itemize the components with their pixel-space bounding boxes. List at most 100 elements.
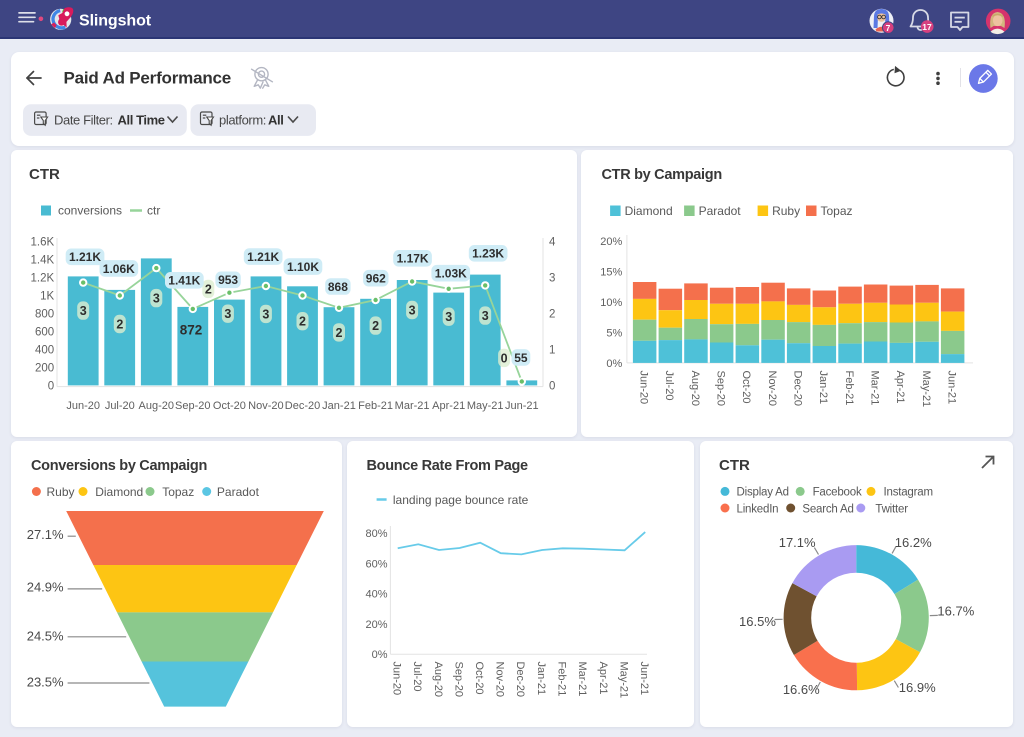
svg-text:3: 3 [224,307,231,321]
svg-text:868: 868 [328,280,348,294]
svg-text:0: 0 [48,380,54,392]
svg-text:1.4K: 1.4K [31,254,55,266]
svg-text:Apr-21: Apr-21 [597,662,609,695]
svg-text:953: 953 [218,273,238,287]
svg-text:Feb-21: Feb-21 [843,371,855,406]
svg-text:May-21: May-21 [617,662,629,699]
svg-text:Oct-20: Oct-20 [740,371,752,404]
svg-text:60%: 60% [365,558,387,570]
svg-text:Jun-21: Jun-21 [946,371,958,405]
svg-text:Conversions by Campaign: Conversions by Campaign [31,458,207,474]
svg-text:Jul-20: Jul-20 [105,400,135,412]
svg-text:3: 3 [80,304,87,318]
svg-text:962: 962 [366,272,386,286]
svg-text:40%: 40% [365,589,387,601]
svg-text:400: 400 [35,344,54,356]
svg-text:Topaz: Topaz [162,485,194,499]
svg-text:1.41K: 1.41K [168,274,200,288]
svg-text:4: 4 [549,236,556,248]
svg-text:2: 2 [372,319,379,333]
svg-text:May-21: May-21 [467,400,504,412]
svg-text:0: 0 [501,351,508,365]
svg-text:Paradot: Paradot [699,204,742,218]
svg-text:7: 7 [886,23,891,33]
svg-text:3: 3 [482,309,489,323]
svg-text:Feb-21: Feb-21 [556,662,568,697]
svg-text:Apr-21: Apr-21 [432,400,465,412]
svg-text:conversions: conversions [58,204,122,218]
svg-text:3: 3 [549,272,555,284]
svg-text:Jun-20: Jun-20 [391,662,403,696]
svg-text:Sep-20: Sep-20 [175,400,210,412]
svg-text:Topaz: Topaz [821,204,853,218]
svg-text:Jan-21: Jan-21 [817,371,829,405]
svg-text:1.10K: 1.10K [287,260,319,274]
svg-text:Aug-20: Aug-20 [689,371,701,406]
svg-text:CTR: CTR [719,457,750,474]
svg-text:800: 800 [35,308,54,320]
svg-text:Paradot: Paradot [217,485,260,499]
svg-text:23.5%: 23.5% [27,675,64,690]
svg-text:1.23K: 1.23K [472,247,504,261]
svg-text:1: 1 [549,344,555,356]
svg-text:Jul-20: Jul-20 [411,662,423,692]
svg-text:Aug-20: Aug-20 [139,400,174,412]
svg-text:1.17K: 1.17K [397,252,429,266]
svg-text:Jun-21: Jun-21 [505,400,539,412]
svg-text:16.7%: 16.7% [937,604,974,619]
svg-text:0%: 0% [606,358,622,370]
svg-text:Apr-21: Apr-21 [894,371,906,404]
svg-text:Jan-21: Jan-21 [535,662,547,696]
svg-text:Facebook: Facebook [813,487,862,499]
svg-text:3: 3 [445,310,452,324]
svg-text:5%: 5% [606,328,622,340]
svg-text:CTR by Campaign: CTR by Campaign [602,167,722,183]
svg-text:0: 0 [549,380,555,392]
svg-text:Sep-20: Sep-20 [715,371,727,406]
svg-text:3: 3 [262,307,269,321]
svg-text:1.6K: 1.6K [31,236,55,248]
svg-text:2: 2 [299,315,306,329]
svg-text:872: 872 [180,323,203,338]
svg-text:Mar-21: Mar-21 [576,662,588,697]
svg-text:Jun-20: Jun-20 [637,371,649,405]
svg-text:10%: 10% [600,297,622,309]
svg-text:Diamond: Diamond [625,204,673,218]
svg-text:Ruby: Ruby [772,204,800,218]
svg-text:Nov-20: Nov-20 [248,400,283,412]
svg-text:Sep-20: Sep-20 [452,662,464,697]
svg-text:1.2K: 1.2K [31,272,55,284]
svg-text:CTR: CTR [29,166,60,183]
svg-text:16.5%: 16.5% [739,614,776,629]
svg-text:20%: 20% [600,236,622,248]
svg-text:3: 3 [153,292,160,306]
svg-text:Oct-20: Oct-20 [213,400,246,412]
svg-text:Twitter: Twitter [875,503,908,515]
svg-text:16.6%: 16.6% [783,682,820,697]
svg-text:15%: 15% [600,267,622,279]
svg-text:Jul-20: Jul-20 [663,371,675,401]
svg-text:17.1%: 17.1% [779,535,816,550]
svg-text:2: 2 [205,282,212,296]
svg-text:Jun-21: Jun-21 [638,662,650,696]
svg-text:Dec-20: Dec-20 [285,400,320,412]
svg-text:Nov-20: Nov-20 [494,662,506,697]
svg-text:1K: 1K [40,290,54,302]
svg-text:Dec-20: Dec-20 [514,662,526,697]
svg-text:20%: 20% [365,619,387,631]
svg-text:Nov-20: Nov-20 [766,371,778,406]
svg-text:Date Filter:: Date Filter: [54,113,113,128]
svg-text:Feb-21: Feb-21 [358,400,393,412]
svg-text:1.03K: 1.03K [435,267,467,281]
svg-text:1.21K: 1.21K [69,250,101,264]
svg-text:16.2%: 16.2% [895,535,932,550]
svg-text:Search Ad: Search Ad [802,503,853,515]
svg-text:All: All [268,113,283,128]
svg-text:2: 2 [116,318,123,332]
svg-text:All Time: All Time [118,113,165,128]
svg-text:24.9%: 24.9% [27,580,64,595]
svg-text:27.1%: 27.1% [27,527,64,542]
svg-text:May-21: May-21 [920,371,932,408]
svg-text:Oct-20: Oct-20 [473,662,485,695]
svg-text:Mar-21: Mar-21 [869,371,881,406]
